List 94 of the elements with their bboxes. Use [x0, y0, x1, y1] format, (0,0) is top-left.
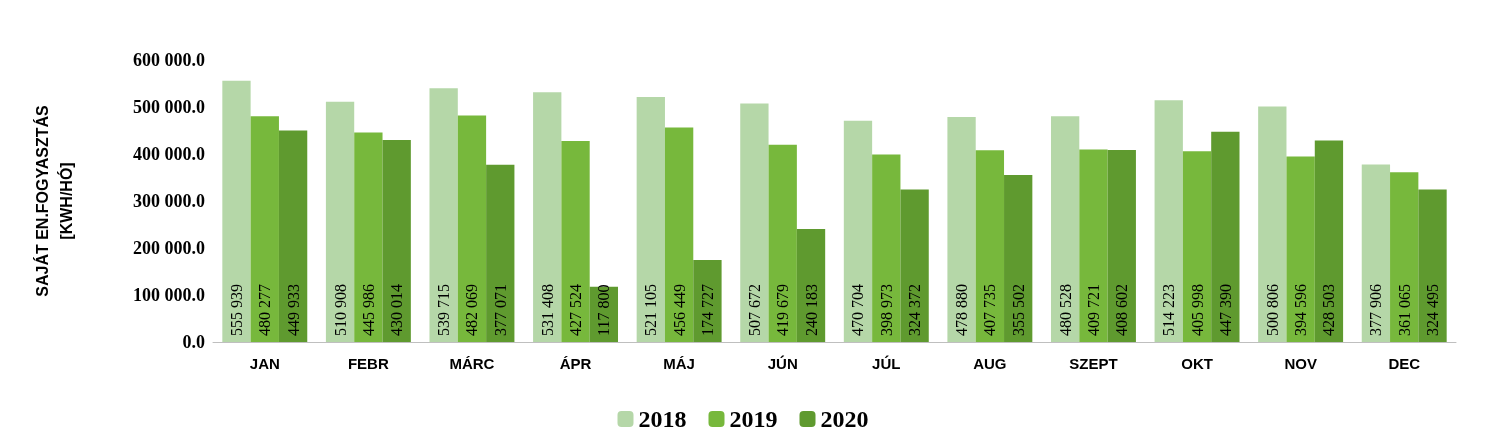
- bar: [1390, 172, 1419, 342]
- x-tick-label: OKT: [1181, 355, 1213, 372]
- data-label: 480 528: [1056, 284, 1074, 336]
- bar: [1154, 100, 1183, 342]
- bar: [636, 97, 665, 342]
- data-label: 355 502: [1009, 284, 1027, 336]
- bar: [1050, 116, 1080, 342]
- data-label: 531 408: [538, 284, 556, 336]
- x-tick-label: ÁPR: [559, 355, 592, 372]
- data-label: 478 880: [953, 284, 971, 336]
- bar: [1361, 164, 1391, 342]
- x-tick-label: AUG: [973, 355, 1007, 372]
- data-label: 521 105: [642, 284, 660, 336]
- bar: [768, 144, 797, 342]
- x-tick-label: MÁRC: [449, 355, 495, 372]
- data-label: 456 449: [670, 284, 688, 336]
- x-tick-label: DEC: [1388, 355, 1421, 372]
- bar: [740, 103, 769, 342]
- data-label: 361 065: [1395, 284, 1413, 336]
- bar: [1079, 149, 1108, 342]
- data-label: 555 939: [227, 284, 245, 336]
- bar: [843, 120, 873, 342]
- bar: [1258, 106, 1287, 342]
- data-label: 500 806: [1263, 284, 1281, 336]
- data-label: 409 721: [1084, 284, 1102, 336]
- data-label: 447 390: [1216, 284, 1234, 336]
- y-tick-label: 200 000.0: [133, 238, 205, 258]
- bar: [325, 101, 355, 342]
- bar: [1004, 174, 1033, 342]
- data-label: 324 495: [1424, 284, 1442, 336]
- data-label: 324 372: [906, 284, 924, 336]
- bar: [457, 115, 487, 342]
- data-label: 428 503: [1320, 284, 1338, 336]
- bar: [354, 132, 383, 342]
- legend-label: 2018: [638, 406, 687, 432]
- x-tick-label: NOV: [1284, 355, 1317, 372]
- x-tick-label: JÚN: [767, 355, 798, 372]
- bar: [429, 88, 458, 342]
- data-label: 377 906: [1367, 284, 1385, 336]
- y-axis-title: SAJÁT EN.FOGYASZTÁS [KWH/HÓ]: [32, 104, 75, 297]
- y-tick-label: 500 000.0: [133, 97, 205, 117]
- bar: [222, 80, 251, 342]
- bar: [250, 116, 279, 342]
- legend-label: 2020: [820, 406, 869, 432]
- bar: [382, 139, 411, 342]
- bar: [533, 92, 562, 342]
- data-label: 407 735: [981, 284, 999, 336]
- data-label: 408 602: [1113, 284, 1131, 336]
- x-tick-label: JÚL: [872, 355, 901, 372]
- data-label: 117 800: [595, 284, 613, 336]
- bar: [872, 154, 901, 342]
- data-label: 539 715: [435, 284, 453, 336]
- bar: [664, 127, 694, 342]
- legend-label: 2019: [729, 406, 778, 432]
- data-label: 445 986: [359, 284, 377, 336]
- data-label: 419 679: [774, 284, 792, 336]
- data-label: 427 524: [567, 284, 585, 336]
- data-label: 470 704: [849, 284, 867, 336]
- x-tick-label: FEBR: [347, 355, 389, 372]
- y-tick-label: 400 000.0: [133, 144, 205, 164]
- bar: [1107, 149, 1136, 342]
- bar: [796, 229, 826, 342]
- data-label: 398 973: [877, 284, 895, 336]
- x-tick-label: SZEPT: [1069, 355, 1118, 372]
- data-label: 240 183: [802, 284, 820, 336]
- bar: [278, 130, 308, 342]
- data-label: 394 596: [1292, 284, 1310, 336]
- x-tick-label: MÁJ: [663, 355, 695, 372]
- data-label: 514 223: [1160, 284, 1178, 336]
- y-tick-label: 600 000.0: [133, 50, 205, 70]
- bar: [1286, 156, 1315, 342]
- y-tick-label: 300 000.0: [133, 191, 205, 211]
- bar: [561, 141, 590, 342]
- data-label: 430 014: [388, 284, 406, 336]
- data-label: 377 071: [491, 284, 509, 336]
- bar: [1314, 140, 1344, 342]
- bar: [947, 116, 976, 342]
- data-label: 510 908: [331, 284, 349, 336]
- data-label: 507 672: [745, 284, 763, 336]
- data-label: 480 277: [256, 284, 274, 336]
- data-label: 482 069: [463, 284, 481, 336]
- data-label: 449 933: [284, 284, 302, 336]
- y-tick-label: 100 000.0: [133, 285, 205, 305]
- data-label: 174 727: [698, 284, 716, 336]
- bar: [486, 164, 515, 342]
- y-tick-label: 0.0: [182, 332, 205, 352]
- bar: [693, 259, 722, 342]
- data-label: 405 998: [1188, 284, 1206, 336]
- bar: [1182, 151, 1212, 342]
- x-tick-label: JAN: [249, 355, 280, 372]
- bar: [1211, 131, 1240, 342]
- bar: [1418, 189, 1447, 342]
- bar: [975, 150, 1005, 342]
- bar: [900, 189, 929, 342]
